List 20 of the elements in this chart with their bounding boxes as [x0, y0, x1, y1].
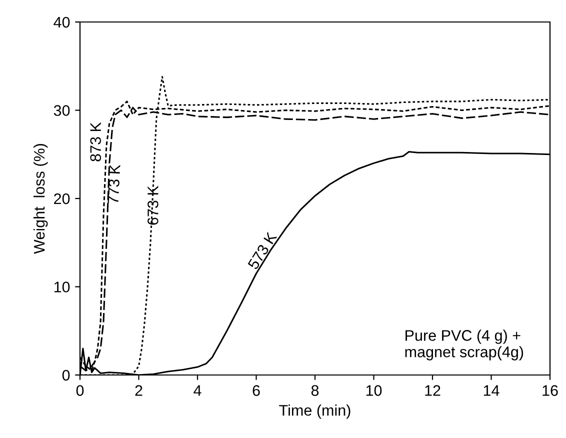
x-tick-label: 16: [542, 385, 558, 396]
x-tick-label: 6: [252, 385, 260, 396]
x-tick-label: 12: [425, 385, 440, 396]
annotation: 673 K: [148, 186, 158, 225]
y-tick-label: 30: [54, 105, 70, 116]
y-tick-label: 40: [54, 16, 70, 28]
x-tick-label: 0: [76, 385, 84, 396]
x-tick-label: 14: [484, 385, 500, 396]
x-tick-label: 2: [135, 385, 142, 396]
x-tick-label: 8: [311, 385, 319, 396]
y-tick-label: 0: [62, 370, 70, 381]
x-axis-title: Time (min): [279, 404, 350, 419]
x-tick-label: 10: [366, 385, 382, 396]
annotation: 873 K: [90, 122, 102, 162]
annotation: Pure PVC (4 g) + magnet scrap(4g): [405, 330, 524, 360]
x-tick-label: 4: [194, 385, 202, 396]
y-tick-label: 20: [54, 193, 70, 204]
annotation: 573 K: [247, 231, 278, 270]
y-tick-label: 10: [54, 282, 70, 292]
y-axis-title: Weight loss (%): [33, 144, 48, 254]
